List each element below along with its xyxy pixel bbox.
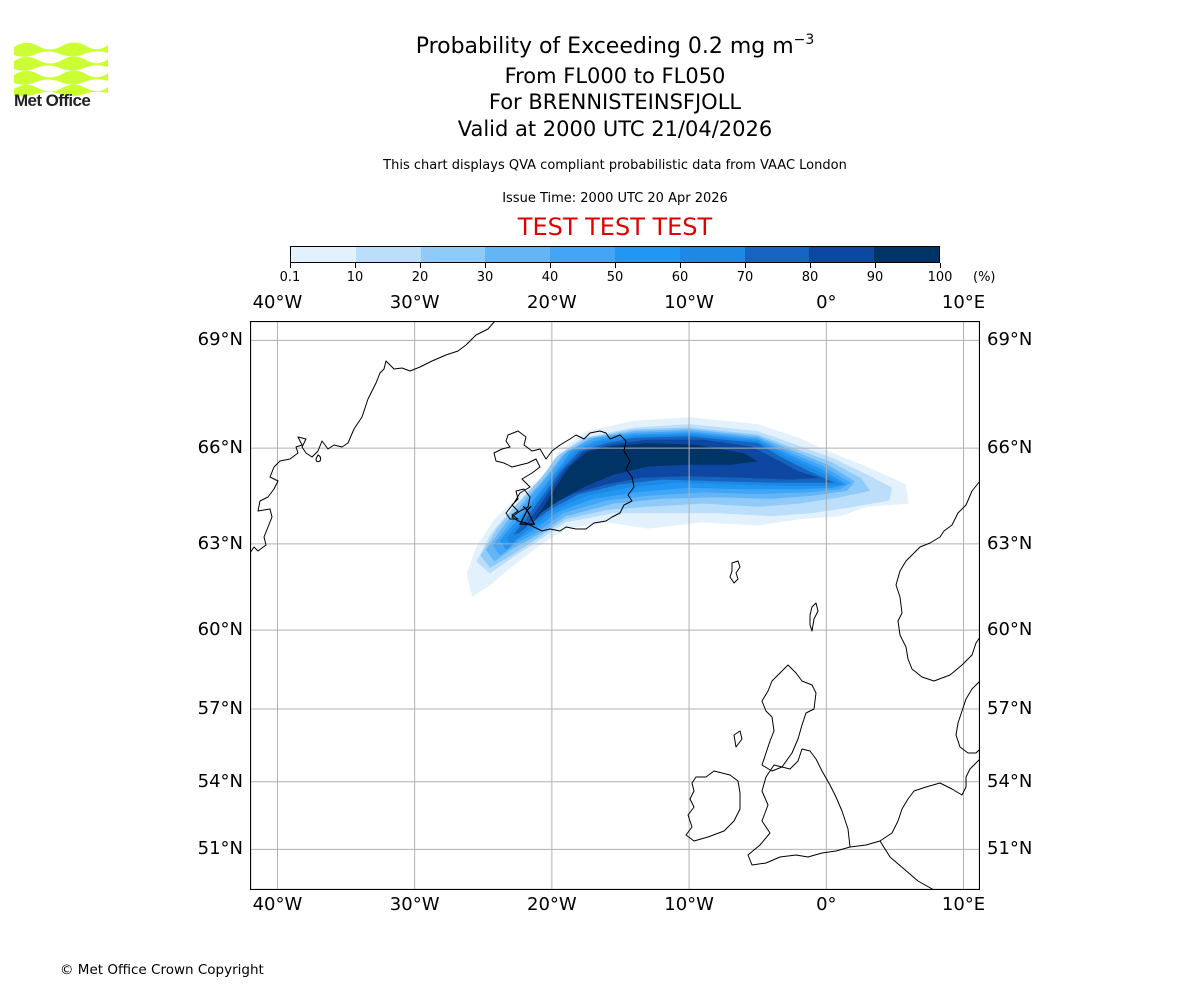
latitude-label-left: 60°N — [197, 619, 243, 641]
colorbar-tick-label: 50 — [606, 270, 624, 285]
longitude-label-bottom: 20°W — [527, 894, 577, 915]
colorbar-tick — [484, 263, 486, 268]
latitude-label-right: 66°N — [987, 437, 1033, 459]
colorbar-tick-label: 60 — [671, 270, 689, 285]
colorbar-tick-label: 90 — [866, 270, 884, 285]
colorbar-segment — [809, 247, 875, 262]
valid-time: Valid at 2000 UTC 21/04/2026 — [457, 117, 773, 141]
issue-time: Issue Time: 2000 UTC 20 Apr 2026 — [502, 191, 728, 206]
latitude-label-left: 54°N — [197, 770, 243, 792]
longitude-label-top: 40°W — [252, 292, 303, 313]
logo-wave — [14, 42, 108, 57]
colorbar-ticks — [289, 263, 941, 269]
longitude-label-bottom: 30°W — [389, 894, 440, 915]
volcano-icon — [519, 505, 536, 525]
latitude-label-right: 54°N — [987, 770, 1033, 792]
chart-title-superscript: −3 — [793, 32, 815, 48]
colorbar-tick-label: 20 — [411, 270, 429, 285]
coastline-norway — [895, 480, 980, 682]
latitude-label-left: 57°N — [197, 698, 243, 719]
longitude-label-bottom: 10°E — [941, 894, 986, 915]
longitude-label-top: 0° — [816, 292, 837, 313]
flight-level-range: From FL000 to FL050 — [504, 64, 726, 88]
chart-title: Probability of Exceeding 0.2 mg m−3 — [0, 28, 1200, 59]
colorbar-tick-label: 10 — [346, 270, 364, 285]
latitude-label-right: 51°N — [987, 838, 1033, 860]
longitude-label-bottom: 0° — [816, 894, 837, 915]
graticule — [250, 321, 980, 890]
test-banner: TEST TEST TEST — [517, 213, 713, 241]
copyright: © Met Office Crown Copyright — [60, 962, 264, 978]
coastline-faroes — [729, 560, 741, 584]
colorbar-tick — [354, 263, 356, 268]
colorbar-tick-label: 0.1 — [279, 270, 301, 285]
colorbar-tick — [419, 263, 421, 268]
colorbar-segment — [420, 247, 486, 262]
colorbar-unit: (%) — [973, 270, 996, 285]
latitude-label-right: 69°N — [987, 329, 1033, 351]
ash-probability-plume — [466, 417, 909, 597]
colorbar-tick — [939, 263, 941, 268]
latitude-label-left: 69°N — [197, 329, 243, 351]
coastline-hebrides — [733, 730, 743, 748]
latitude-label-right: 63°N — [987, 532, 1033, 554]
latitude-label-left: 63°N — [197, 532, 243, 554]
colorbar-segment — [355, 247, 421, 262]
coastline-shetland — [809, 602, 819, 632]
coastline-ireland — [685, 770, 741, 842]
coastline-continent — [849, 758, 980, 848]
coastline-scotland — [761, 664, 817, 772]
longitude-label-top: 10°W — [664, 292, 714, 313]
colorbar — [290, 246, 940, 263]
colorbar-tick-label: 40 — [541, 270, 559, 285]
colorbar-segment — [291, 247, 356, 262]
volcano-name: For BRENNISTEINSFJOLL — [488, 90, 742, 114]
colorbar-tick — [874, 263, 876, 268]
coastlines — [250, 321, 980, 890]
colorbar-tick-label: 80 — [801, 270, 819, 285]
border-france-belgium — [879, 840, 935, 890]
coastline-great-britain — [747, 748, 851, 866]
longitude-label-top: 10°E — [941, 292, 986, 313]
latitude-label-left: 66°N — [197, 437, 243, 459]
colorbar-tick-label: 30 — [476, 270, 494, 285]
logo-wave — [14, 70, 108, 85]
latitude-label-right: 57°N — [987, 698, 1033, 719]
colorbar-segment — [679, 247, 745, 262]
logo-wave — [14, 84, 108, 97]
colorbar-tick-label: 100 — [927, 270, 953, 285]
coastline-denmark — [955, 680, 980, 754]
latitude-label-right: 60°N — [987, 619, 1033, 641]
colorbar-tick — [744, 263, 746, 268]
coastline-iceland — [493, 430, 635, 532]
met-office-logo-waves — [14, 42, 108, 97]
chart-title-main: Probability of Exceeding 0.2 mg m — [415, 34, 794, 59]
volcano-marker — [519, 505, 536, 525]
map-plot — [250, 321, 980, 890]
coastline-greenland — [250, 321, 496, 554]
longitude-label-top: 30°W — [389, 292, 440, 313]
colorbar-tick-label: 70 — [736, 270, 754, 285]
colorbar-tick — [809, 263, 811, 268]
coastline-greenland-island — [315, 454, 322, 463]
colorbar-segment — [874, 247, 939, 262]
colorbar-segment — [550, 247, 615, 262]
colorbar-segment — [744, 247, 810, 262]
latitude-label-left: 51°N — [197, 838, 243, 860]
colorbar-tick — [679, 263, 681, 268]
colorbar-segment — [614, 247, 680, 262]
met-office-logo-text: Met Office — [14, 91, 91, 110]
longitude-label-bottom: 10°W — [664, 894, 714, 915]
map-frame — [250, 321, 980, 890]
colorbar-tick — [289, 263, 291, 268]
longitude-label-bottom: 40°W — [252, 894, 303, 915]
colorbar-segment — [485, 247, 551, 262]
logo-wave — [14, 56, 108, 71]
chart-description: This chart displays QVA compliant probab… — [383, 158, 847, 173]
longitude-label-top: 20°W — [527, 292, 577, 313]
colorbar-tick — [549, 263, 551, 268]
colorbar-tick — [614, 263, 616, 268]
probability-band-10 — [529, 443, 758, 526]
